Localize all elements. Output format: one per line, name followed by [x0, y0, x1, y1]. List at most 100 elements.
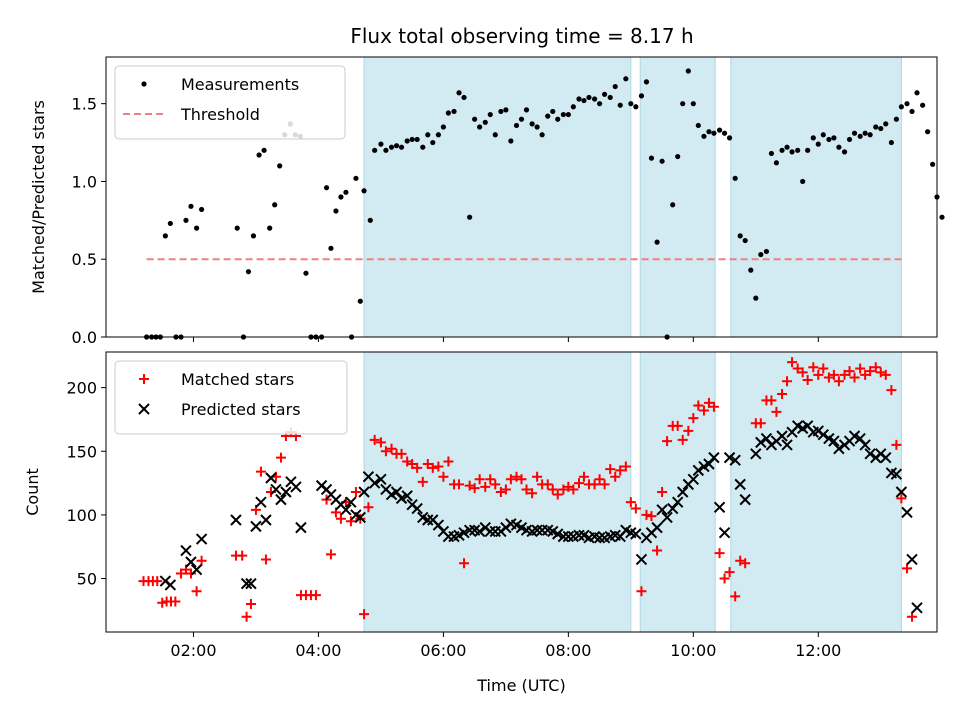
data-point	[503, 107, 509, 113]
data-point	[779, 147, 785, 153]
data-point	[706, 129, 712, 135]
data-point	[485, 474, 496, 485]
data-point	[508, 138, 514, 144]
axes-frame	[105, 351, 938, 633]
data-point	[750, 448, 762, 460]
data-point	[909, 108, 915, 115]
data-point	[836, 144, 842, 150]
data-point	[328, 245, 334, 251]
data-point	[726, 135, 733, 141]
shaded-interval	[730, 351, 902, 633]
data-point	[573, 529, 585, 541]
data-point	[542, 479, 553, 490]
data-point	[422, 514, 434, 526]
data-point	[188, 203, 194, 209]
data-point	[492, 132, 498, 138]
data-point	[367, 217, 373, 223]
data-point	[261, 147, 267, 153]
data-point	[552, 489, 563, 500]
data-point	[490, 479, 501, 490]
data-point	[890, 468, 903, 480]
data-point	[766, 395, 777, 406]
data-point	[451, 108, 457, 115]
data-point	[755, 418, 766, 429]
data-point	[353, 175, 359, 181]
data-point	[865, 366, 876, 377]
data-point	[594, 474, 605, 485]
data-point	[180, 544, 192, 557]
data-point	[826, 136, 832, 143]
data-point	[361, 188, 367, 194]
data-point	[768, 150, 775, 157]
data-point	[907, 611, 918, 622]
data-point	[534, 124, 540, 130]
data-point	[692, 464, 705, 477]
data-point	[698, 405, 709, 416]
data-point	[570, 104, 576, 110]
data-point	[859, 439, 871, 451]
data-point	[870, 362, 881, 373]
data-point	[516, 474, 527, 485]
data-point	[484, 525, 496, 538]
data-point	[817, 429, 829, 441]
data-point	[237, 550, 248, 561]
x-tick-label: 08:00	[545, 641, 591, 660]
data-point	[467, 214, 473, 220]
data-point	[388, 144, 395, 150]
data-point	[630, 503, 641, 514]
data-point	[864, 448, 876, 460]
data-point	[420, 144, 426, 150]
data-point	[723, 451, 736, 464]
data-point	[625, 497, 636, 508]
data-point	[641, 509, 652, 520]
data-point	[527, 488, 538, 499]
data-point	[440, 124, 446, 130]
data-point	[401, 490, 413, 502]
data-point	[898, 104, 904, 110]
data-point	[456, 90, 462, 96]
data-point	[657, 487, 668, 497]
data-point	[607, 94, 613, 101]
series-plus	[138, 357, 918, 622]
data-point	[272, 202, 278, 208]
data-point	[628, 101, 634, 107]
x-tick-label: 06:00	[420, 641, 466, 660]
legend-swatch	[141, 81, 147, 87]
data-point	[521, 484, 532, 495]
data-point	[777, 389, 788, 399]
data-point	[529, 121, 535, 127]
data-point	[895, 486, 908, 498]
series-x	[159, 420, 923, 614]
data-point	[713, 501, 726, 513]
data-point	[260, 554, 271, 565]
data-point	[831, 135, 837, 141]
data-point	[844, 366, 855, 377]
data-point	[873, 124, 879, 130]
data-point	[883, 121, 889, 127]
data-point	[734, 478, 746, 491]
data-point	[675, 153, 681, 160]
data-point	[198, 206, 205, 213]
data-point	[886, 385, 897, 396]
data-point	[277, 163, 283, 169]
data-point	[688, 413, 699, 424]
x-tick-label: 10:00	[670, 641, 716, 660]
data-point	[758, 251, 764, 258]
data-point	[730, 591, 741, 602]
data-point	[573, 478, 584, 489]
data-point	[708, 401, 719, 412]
data-point	[662, 436, 673, 447]
data-point	[833, 376, 844, 387]
data-point	[195, 533, 208, 545]
data-point	[724, 567, 735, 578]
data-point	[643, 79, 650, 85]
data-point	[589, 479, 600, 490]
data-point	[343, 189, 349, 195]
data-point	[849, 372, 860, 383]
data-point	[310, 590, 321, 601]
data-point	[234, 225, 240, 231]
data-point	[855, 363, 866, 374]
shaded-interval	[639, 351, 716, 633]
data-point	[815, 141, 821, 147]
y-tick-label: 1.0	[72, 172, 97, 191]
